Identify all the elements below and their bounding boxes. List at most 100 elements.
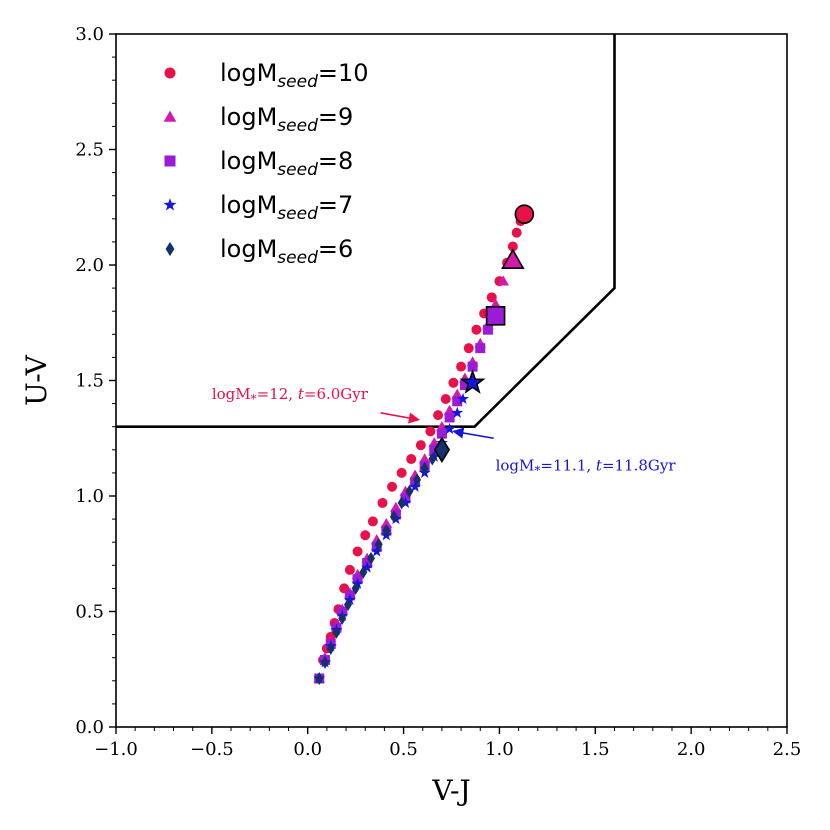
data-point bbox=[359, 565, 368, 579]
data-point bbox=[436, 428, 447, 439]
legend-label: logMseed=8 bbox=[220, 147, 353, 180]
data-point bbox=[360, 530, 371, 541]
final-marker-triangle bbox=[501, 248, 525, 269]
data-point bbox=[380, 517, 393, 529]
plot-area bbox=[116, 34, 616, 429]
data-point bbox=[463, 343, 474, 354]
data-point bbox=[448, 377, 459, 388]
data-point bbox=[415, 440, 426, 451]
y-tick-label: 2.5 bbox=[75, 140, 104, 161]
legend-label: logMseed=6 bbox=[220, 235, 353, 268]
data-point bbox=[343, 593, 356, 606]
data-point bbox=[428, 452, 437, 466]
annotation-text: logM*=12, t=6.0Gyr bbox=[212, 385, 369, 406]
data-point bbox=[326, 641, 335, 655]
annotation-seed10: logM*=12, t=6.0Gyr bbox=[212, 385, 421, 424]
y-tick-label: 3.0 bbox=[75, 24, 104, 45]
legend-marker-circle bbox=[164, 67, 176, 79]
data-point bbox=[418, 453, 431, 464]
data-point bbox=[457, 392, 469, 405]
data-point bbox=[475, 343, 486, 354]
legend-label: logMseed=9 bbox=[220, 103, 353, 136]
data-point bbox=[399, 496, 412, 508]
final-marker-circle bbox=[514, 204, 535, 224]
data-point bbox=[433, 410, 444, 421]
legend-entry: logMseed=8 bbox=[164, 147, 353, 180]
data-point bbox=[361, 561, 374, 573]
y-axis-title: U-V bbox=[20, 354, 53, 406]
legend-marker-diamond bbox=[165, 241, 175, 257]
data-point bbox=[338, 611, 347, 625]
data-point bbox=[315, 671, 324, 685]
y-tick-label: 0.0 bbox=[75, 717, 104, 738]
legend-marker-square bbox=[164, 155, 176, 167]
final-marker-star bbox=[459, 369, 486, 394]
x-tick-label: −0.5 bbox=[190, 739, 234, 760]
data-point bbox=[451, 388, 464, 399]
x-tick-label: 0.5 bbox=[389, 739, 418, 760]
data-point bbox=[497, 275, 510, 286]
annotation-arrow bbox=[380, 412, 421, 424]
y-tick-label: 0.5 bbox=[75, 602, 104, 623]
data-point bbox=[511, 227, 522, 238]
data-point bbox=[456, 361, 467, 372]
data-point bbox=[344, 564, 355, 575]
annotation-seed6: logM*=11.1, t=11.8Gyr bbox=[452, 427, 677, 478]
legend-marker-star bbox=[163, 198, 177, 211]
data-point bbox=[387, 481, 398, 492]
legend-entry: logMseed=7 bbox=[163, 191, 353, 224]
legend-label: logMseed=10 bbox=[220, 59, 369, 92]
x-tick-label: 2.0 bbox=[677, 739, 706, 760]
selection-boundary-line bbox=[116, 34, 616, 429]
data-point bbox=[390, 501, 402, 512]
legend-label: logMseed=7 bbox=[220, 191, 353, 224]
data-point bbox=[425, 426, 436, 437]
legend-entry: logMseed=9 bbox=[163, 103, 353, 136]
y-tick-label: 1.5 bbox=[75, 371, 104, 392]
data-point bbox=[332, 625, 341, 639]
data-point bbox=[443, 404, 456, 415]
data-point bbox=[420, 461, 429, 475]
final-marker-diamond bbox=[433, 436, 451, 464]
legend-marker-triangle bbox=[163, 110, 177, 122]
data-point bbox=[507, 241, 518, 252]
data-point bbox=[452, 396, 463, 407]
data-point bbox=[397, 496, 406, 510]
data-point bbox=[374, 538, 383, 552]
annotation-text: logM*=11.1, t=11.8Gyr bbox=[496, 457, 677, 478]
legend-entry: logMseed=6 bbox=[165, 235, 353, 268]
data-point bbox=[389, 510, 398, 524]
data-point bbox=[440, 393, 451, 404]
series-5 bbox=[315, 452, 437, 685]
legend-entry: logMseed=10 bbox=[164, 59, 369, 92]
final-marker-square bbox=[485, 306, 506, 326]
x-tick-label: 1.5 bbox=[581, 739, 610, 760]
data-point bbox=[406, 454, 417, 465]
data-series bbox=[313, 204, 535, 685]
x-axis-title: V-J bbox=[431, 774, 470, 807]
data-point bbox=[412, 473, 421, 487]
data-point bbox=[396, 467, 407, 478]
x-tick-label: −1.0 bbox=[94, 739, 138, 760]
x-tick-label: 1.0 bbox=[485, 739, 514, 760]
data-point bbox=[343, 598, 352, 612]
data-point bbox=[444, 412, 455, 423]
data-point bbox=[382, 524, 391, 538]
data-point bbox=[443, 422, 456, 435]
data-point bbox=[451, 406, 464, 418]
data-point bbox=[482, 324, 493, 335]
data-point bbox=[370, 545, 383, 557]
data-point bbox=[351, 577, 364, 589]
annotations: logM*=12, t=6.0Gyr logM*=11.1, t=11.8Gyr bbox=[212, 385, 677, 478]
x-tick-label: 0.0 bbox=[293, 739, 322, 760]
x-tick-label: 2.5 bbox=[773, 739, 802, 760]
data-point bbox=[320, 655, 329, 669]
data-point bbox=[436, 420, 448, 432]
data-point bbox=[352, 546, 363, 557]
y-tick-label: 1.0 bbox=[75, 486, 104, 507]
legend: logMseed=10 logMseed=9 logMseed=8 logMseed=… bbox=[163, 59, 369, 268]
data-point bbox=[377, 497, 388, 508]
axes: −1.0 −0.5 0.0 0.5 1.0 1.5 2.0 2.5 0.0 0.5 1.0 1.5 2.… bbox=[20, 24, 801, 807]
data-point bbox=[471, 324, 482, 335]
